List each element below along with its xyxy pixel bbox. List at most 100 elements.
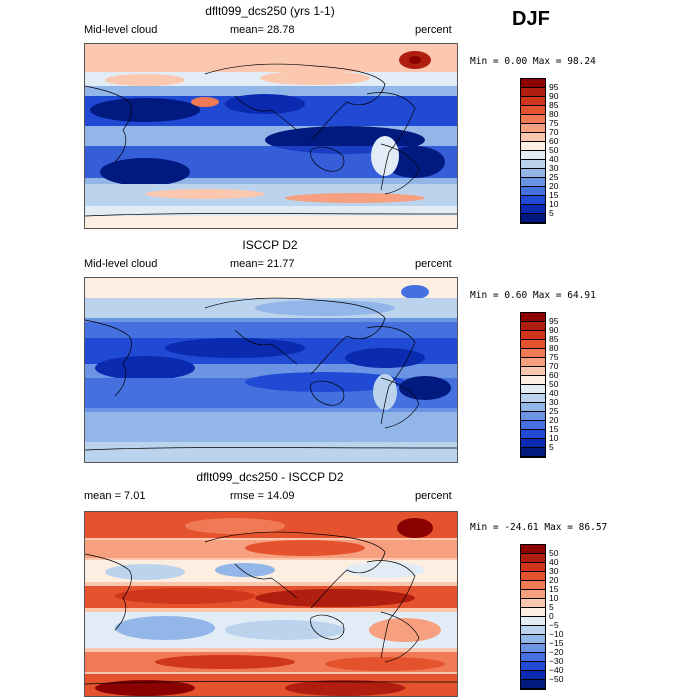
colorbar-segment (521, 367, 545, 376)
colorbar-tick-label: 15 (549, 190, 559, 200)
colorbar-tick-label: 90 (549, 91, 559, 101)
panel1-minmax: Min = 0.00 Max = 98.24 (470, 56, 596, 67)
colorbar-tick-label: 10 (549, 433, 559, 443)
colorbar-tick-label: 50 (549, 145, 559, 155)
colorbar-segment (521, 626, 545, 635)
colorbar-tick-label: 90 (549, 325, 559, 335)
colorbar-tick-label: 50 (549, 379, 559, 389)
colorbar-segment (521, 178, 545, 187)
colorbar-tick-label: 40 (549, 388, 559, 398)
colorbar-segment (521, 160, 545, 169)
colorbar-segment (521, 142, 545, 151)
colorbar-tick-label: −10 (549, 629, 564, 639)
colorbar-tick-label: 30 (549, 397, 559, 407)
colorbar-segment (521, 394, 545, 403)
colorbar-tick-label: −50 (549, 674, 564, 684)
colorbar-tick-label: 5 (549, 602, 554, 612)
panel2-mean-label: mean= 21.77 (230, 258, 295, 270)
colorbar-segment (521, 599, 545, 608)
colorbar-tick-label: 20 (549, 575, 559, 585)
colorbar-segment (521, 358, 545, 367)
colorbar-segment (521, 635, 545, 644)
colorbar-tick-label: 10 (549, 199, 559, 209)
colorbar-segment (521, 196, 545, 205)
colorbar-tick-label: 80 (549, 343, 559, 353)
colorbar-tick-label: 5 (549, 208, 554, 218)
colorbar-segment (521, 97, 545, 106)
colorbar-tick-label: 75 (549, 352, 559, 362)
colorbar-tick-label: 95 (549, 316, 559, 326)
colorbar-segment (521, 214, 545, 223)
colorbar-segment (521, 430, 545, 439)
colorbar-tick-label: 85 (549, 334, 559, 344)
panel3-units-label: percent (415, 490, 452, 502)
panel2-colorbar (520, 312, 546, 458)
colorbar-tick-label: 60 (549, 136, 559, 146)
panel2-map (84, 277, 458, 463)
colorbar-segment (521, 79, 545, 88)
panel2-variable-label: Mid-level cloud (84, 258, 158, 270)
colorbar-tick-label: −5 (549, 620, 559, 630)
panel2-minmax: Min = 0.60 Max = 64.91 (470, 290, 596, 301)
panel1-title: dflt099_dcs250 (yrs 1-1) (205, 4, 335, 18)
colorbar-tick-label: 85 (549, 100, 559, 110)
panel3-map-svg (85, 512, 457, 696)
panel3-title: dflt099_dcs250 - ISCCP D2 (196, 470, 344, 484)
panel1-colorbar (520, 78, 546, 224)
colorbar-segment (521, 671, 545, 680)
colorbar-tick-label: 25 (549, 406, 559, 416)
colorbar-tick-label: 15 (549, 424, 559, 434)
colorbar-segment (521, 662, 545, 671)
panel1-map-svg (85, 44, 457, 228)
colorbar-segment (521, 554, 545, 563)
colorbar-segment (521, 313, 545, 322)
colorbar-tick-label: 10 (549, 593, 559, 603)
colorbar-segment (521, 169, 545, 178)
colorbar-tick-label: 25 (549, 172, 559, 182)
panel1-map (84, 43, 458, 229)
colorbar-tick-label: 80 (549, 109, 559, 119)
panel1-variable-label: Mid-level cloud (84, 24, 158, 36)
colorbar-segment (521, 403, 545, 412)
colorbar-segment (521, 340, 545, 349)
colorbar-tick-label: 70 (549, 127, 559, 137)
colorbar-tick-label: 30 (549, 163, 559, 173)
panel2-title: ISCCP D2 (242, 238, 298, 252)
colorbar-segment (521, 88, 545, 97)
colorbar-tick-label: 60 (549, 370, 559, 380)
colorbar-segment (521, 608, 545, 617)
colorbar-segment (521, 106, 545, 115)
panel1-mean-label: mean= 28.78 (230, 24, 295, 36)
colorbar-segment (521, 349, 545, 358)
colorbar-segment (521, 644, 545, 653)
colorbar-tick-label: 30 (549, 566, 559, 576)
colorbar-segment (521, 205, 545, 214)
colorbar-segment (521, 187, 545, 196)
colorbar-segment (521, 151, 545, 160)
panel3-colorbar (520, 544, 546, 690)
colorbar-tick-label: 5 (549, 442, 554, 452)
panel3-mean-label: mean = 7.01 (84, 490, 146, 502)
colorbar-tick-label: 50 (549, 548, 559, 558)
colorbar-segment (521, 376, 545, 385)
colorbar-tick-label: 95 (549, 82, 559, 92)
colorbar-segment (521, 133, 545, 142)
colorbar-tick-label: 15 (549, 584, 559, 594)
panel3-rmse-label: rmse = 14.09 (230, 490, 295, 502)
colorbar-tick-label: −30 (549, 656, 564, 666)
colorbar-tick-label: 40 (549, 557, 559, 567)
colorbar-segment (521, 572, 545, 581)
colorbar-segment (521, 680, 545, 689)
colorbar-tick-label: 0 (549, 611, 554, 621)
colorbar-segment (521, 124, 545, 133)
colorbar-segment (521, 617, 545, 626)
colorbar-tick-label: 40 (549, 154, 559, 164)
colorbar-tick-label: 70 (549, 361, 559, 371)
colorbar-segment (521, 331, 545, 340)
colorbar-tick-label: 75 (549, 118, 559, 128)
colorbar-segment (521, 545, 545, 554)
colorbar-tick-label: 20 (549, 181, 559, 191)
panel3-minmax: Min = -24.61 Max = 86.57 (470, 522, 608, 533)
colorbar-segment (521, 653, 545, 662)
season-label: DJF (512, 8, 550, 30)
